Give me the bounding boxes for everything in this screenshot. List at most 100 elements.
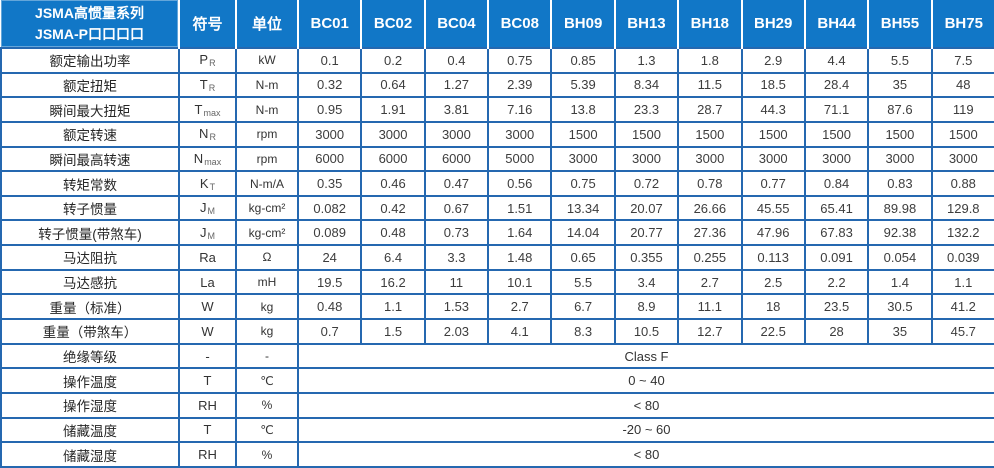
unit-cell: ℃ — [235, 367, 299, 394]
value-cell: 0.85 — [550, 47, 616, 74]
value-cell: 1.27 — [423, 71, 490, 99]
value-cell: 0.84 — [803, 170, 870, 197]
table-row: 瞬间最高转速 Nmax rpm 6000 6000 6000 5000 3000 3000 300… — [0, 145, 994, 173]
value-cell: 24 — [296, 244, 363, 271]
symbol-cell: JM — [178, 219, 237, 247]
model-header-bc08: BC08 — [487, 0, 552, 48]
value-cell: 1500 — [550, 120, 616, 148]
symbol-cell: RH — [178, 441, 237, 468]
value-cell: 3000 — [803, 145, 870, 173]
table-row: 马达阻抗 Ra Ω 24 6.4 3.3 1.48 0.65 0.355 0.255 0.113 0.… — [0, 244, 994, 271]
series-title-line2: JSMA-P口口口口 — [35, 25, 144, 42]
value-cell: 28.7 — [677, 96, 743, 123]
symbol-text: N — [193, 150, 204, 166]
symbol-text: J — [200, 224, 207, 240]
row-label: 马达感抗 — [0, 268, 180, 296]
value-cell: 0.47 — [423, 170, 490, 197]
value-cell: 10.1 — [487, 268, 553, 296]
model-header-bh18: BH18 — [677, 0, 742, 48]
unit-cell: rpm — [235, 145, 299, 173]
value-cell: 1.48 — [487, 244, 553, 271]
symbol-cell: TR — [178, 71, 237, 99]
symbol-column-header: 符号 — [178, 0, 236, 48]
value-cell: 3000 — [677, 145, 743, 173]
value-cell: 3000 — [296, 120, 363, 148]
table-row: 转子惯量(带煞车) JM kg-cm² 0.089 0.48 0.73 1.64 14.04 2… — [0, 219, 994, 247]
symbol-subscript: max — [203, 107, 221, 118]
value-cell: 8.3 — [550, 318, 616, 345]
value-cell: 3.4 — [613, 268, 680, 296]
symbol-text: N — [199, 126, 209, 142]
unit-cell: mH — [235, 268, 299, 296]
value-cell: 6.4 — [360, 244, 426, 271]
value-cell: 0.42 — [360, 194, 426, 222]
series-title-line1: JSMA高惯量系列 — [35, 5, 144, 22]
symbol-text: P — [199, 52, 209, 68]
value-cell: 67.83 — [803, 219, 870, 247]
value-cell: 3000 — [487, 120, 553, 148]
value-cell: 18 — [740, 293, 806, 321]
value-cell: 1.4 — [867, 268, 933, 296]
value-cell: 45.7 — [930, 318, 994, 345]
value-cell: 0.255 — [677, 244, 743, 271]
value-cell: 65.41 — [803, 194, 870, 222]
row-label: 绝缘等级 — [0, 342, 180, 370]
value-cell: 0.56 — [487, 170, 553, 197]
value-cell: 0.7 — [296, 318, 363, 345]
symbol-cell: Nmax — [178, 145, 237, 173]
row-label: 转子惯量 — [0, 194, 180, 222]
symbol-text: W — [201, 299, 214, 315]
value-cell: 19.5 — [296, 268, 363, 296]
merged-value-cell: -20 ~ 60 — [297, 416, 994, 444]
value-cell: 1500 — [930, 120, 994, 148]
value-cell: 8.34 — [613, 71, 680, 99]
value-cell: 1.51 — [487, 194, 553, 222]
unit-cell: kg-cm² — [235, 194, 299, 222]
value-cell: 3000 — [550, 145, 616, 173]
row-label: 转子惯量(带煞车) — [0, 219, 180, 247]
spec-table-body: 额定输出功率 PR kW 0.1 0.2 0.4 0.75 0.85 1.3 1.8 2.9 4.4 5… — [0, 47, 994, 468]
symbol-cell: T — [178, 367, 237, 394]
value-cell: 5000 — [487, 145, 553, 173]
table-row: 操作温度 T ℃ 0 ~ 40 — [0, 367, 994, 394]
value-cell: 132.2 — [930, 219, 994, 247]
row-label: 额定输出功率 — [0, 47, 180, 74]
symbol-subscript: R — [209, 132, 216, 143]
model-header-bh09: BH09 — [550, 0, 615, 48]
model-header-bc01: BC01 — [296, 0, 362, 48]
merged-value-cell: 0 ~ 40 — [297, 367, 994, 394]
value-cell: 2.39 — [487, 71, 553, 99]
value-cell: 0.082 — [296, 194, 363, 222]
symbol-subscript: R — [208, 82, 216, 93]
symbol-subscript: M — [207, 206, 216, 217]
value-cell: 0.75 — [550, 170, 616, 197]
value-cell: 3000 — [360, 120, 426, 148]
value-cell: 3000 — [867, 145, 933, 173]
value-cell: 0.113 — [740, 244, 806, 271]
row-label: 重量（标准） — [0, 293, 180, 321]
table-row: 转矩常数 KT N-m/A 0.35 0.46 0.47 0.56 0.75 0.72 0.78 0… — [0, 170, 994, 197]
value-cell: 0.77 — [740, 170, 806, 197]
symbol-cell: NR — [178, 120, 237, 148]
row-label: 马达阻抗 — [0, 244, 180, 271]
value-cell: 13.8 — [550, 96, 616, 123]
row-label: 瞬间最高转速 — [0, 145, 180, 173]
symbol-text: Ra — [199, 249, 216, 265]
value-cell: 0.054 — [867, 244, 933, 271]
model-header-bh55: BH55 — [867, 0, 932, 48]
value-cell: 0.48 — [296, 293, 363, 321]
value-cell: 1.3 — [613, 47, 680, 74]
symbol-text: RH — [198, 447, 217, 463]
unit-cell: N-m — [235, 96, 299, 123]
value-cell: 13.34 — [550, 194, 616, 222]
symbol-text: La — [200, 274, 215, 290]
value-cell: 0.46 — [360, 170, 426, 197]
value-cell: 0.355 — [613, 244, 680, 271]
value-cell: 6.7 — [550, 293, 616, 321]
symbol-cell: Ra — [178, 244, 237, 271]
value-cell: 1.1 — [930, 268, 994, 296]
symbol-text: K — [199, 175, 209, 191]
row-label: 储藏温度 — [0, 416, 180, 444]
symbol-cell: T — [178, 416, 237, 444]
